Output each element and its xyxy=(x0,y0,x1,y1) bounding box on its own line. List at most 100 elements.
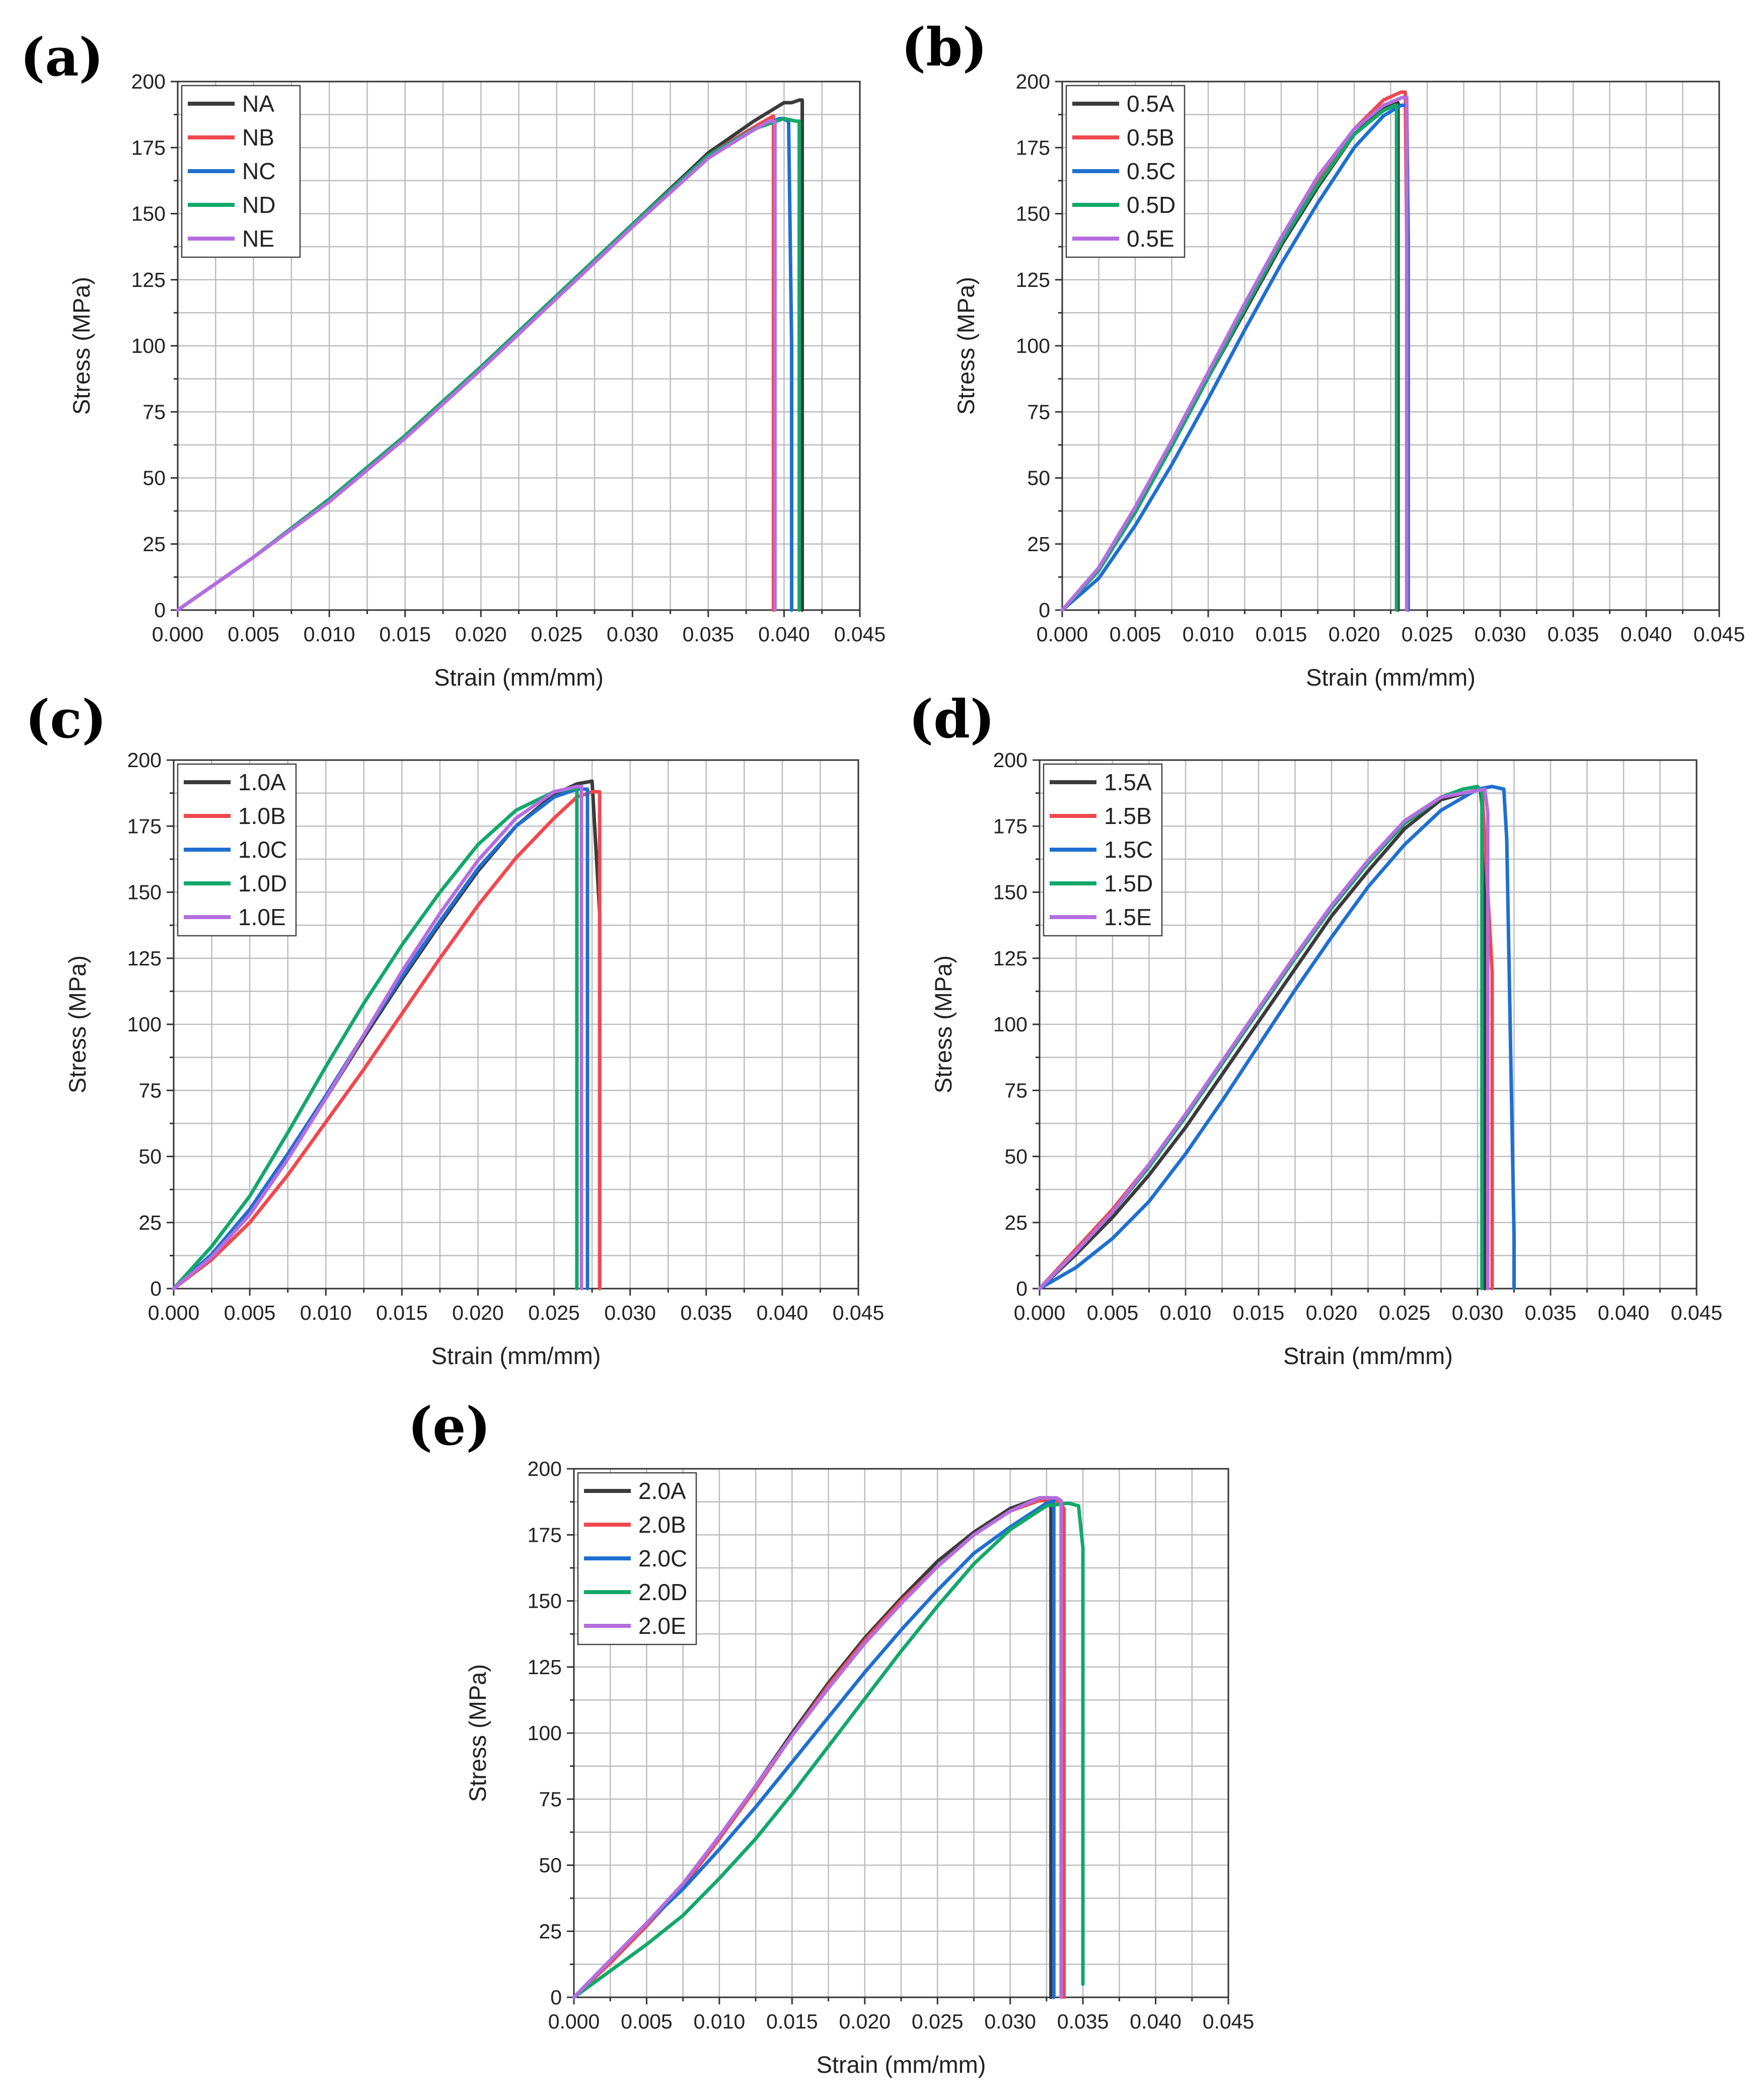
y-tick-label: 0 xyxy=(550,1986,562,2009)
y-tick-label: 200 xyxy=(127,748,162,772)
x-tick-label: 0.040 xyxy=(757,1301,808,1324)
y-tick-label: 100 xyxy=(131,334,166,357)
y-axis-title: Stress (MPa) xyxy=(64,955,91,1093)
x-tick-label: 0.030 xyxy=(1475,623,1526,646)
chart-panel-1: (a) 0.000 0.005 0.010 0.015 0.020 0.025 0.030 0.… xyxy=(20,26,886,691)
legend: 2.0A 2.0B 2.0C 2.0D 2.0E xyxy=(577,1472,697,1645)
x-tick-label: 0.005 xyxy=(228,623,279,646)
y-tick-label: 50 xyxy=(138,1145,162,1168)
y-tick-label: 75 xyxy=(1027,400,1050,423)
legend-label: NA xyxy=(242,91,274,117)
series-line-2.0D xyxy=(572,1501,1085,1999)
legend-label: 1.5D xyxy=(1104,870,1153,896)
y-tick-label: 0 xyxy=(1039,598,1050,622)
y-tick-label: 50 xyxy=(1004,1145,1027,1168)
x-tick-label: 0.030 xyxy=(604,1301,656,1324)
y-axis-title: Stress (MPa) xyxy=(952,277,979,415)
y-tick-label: 100 xyxy=(993,1013,1027,1036)
x-tick-label: 0.045 xyxy=(834,623,886,646)
y-tick-label: 150 xyxy=(131,202,166,226)
legend-label: 2.0B xyxy=(638,1512,686,1538)
x-tick-label: 0.005 xyxy=(224,1301,276,1324)
series-line-1.5E xyxy=(1038,787,1490,1291)
series-line-1.0E xyxy=(172,785,583,1291)
legend: 1.5A 1.5B 1.5C 1.5D 1.5E xyxy=(1043,763,1163,937)
y-tick-label: 150 xyxy=(127,881,162,904)
y-tick-label: 125 xyxy=(131,268,166,291)
x-tick-label: 0.015 xyxy=(1233,1301,1285,1324)
y-tick-label: 125 xyxy=(1016,268,1050,291)
x-tick-label: 0.015 xyxy=(376,1301,428,1324)
series-line-2.0C xyxy=(572,1498,1056,1999)
x-axis-title: Strain (mm/mm) xyxy=(431,1342,601,1369)
y-tick-label: 50 xyxy=(539,1854,562,1877)
x-tick-label: 0.025 xyxy=(1379,1301,1431,1324)
y-tick-label: 75 xyxy=(539,1787,562,1811)
x-tick-label: 0.020 xyxy=(452,1301,504,1324)
series-line-2.0E xyxy=(572,1496,1063,1999)
y-tick-label: 125 xyxy=(528,1656,562,1679)
y-tick-label: 175 xyxy=(131,136,166,159)
x-tick-label: 0.040 xyxy=(1621,623,1672,646)
x-tick-label: 0.000 xyxy=(1014,1301,1066,1324)
y-tick-label: 25 xyxy=(539,1920,562,1943)
y-tick-label: 150 xyxy=(1016,202,1050,226)
x-tick-label: 0.030 xyxy=(1452,1301,1504,1324)
y-tick-label: 75 xyxy=(1004,1079,1027,1102)
series-line-ND xyxy=(176,117,801,612)
y-axis-title: Stress (MPa) xyxy=(68,277,95,415)
legend-label: 1.5B xyxy=(1104,803,1152,829)
x-tick-label: 0.020 xyxy=(1306,1301,1358,1324)
legend-label: 2.0C xyxy=(638,1545,687,1571)
x-axis-title: Strain (mm/mm) xyxy=(434,664,604,691)
panel-letter: (d) xyxy=(909,688,995,750)
y-tick-label: 25 xyxy=(1027,533,1050,556)
x-tick-label: 0.025 xyxy=(1402,623,1453,646)
y-tick-label: 175 xyxy=(528,1523,562,1546)
legend-label: 1.0E xyxy=(238,904,286,930)
x-axis-title: Strain (mm/mm) xyxy=(817,2051,986,2078)
y-tick-label: 25 xyxy=(138,1211,162,1234)
x-tick-label: 0.025 xyxy=(528,1301,580,1324)
y-tick-label: 200 xyxy=(993,748,1027,772)
x-tick-label: 0.000 xyxy=(548,2010,600,2033)
legend-label: ND xyxy=(242,192,275,218)
legend-label: 1.0D xyxy=(238,870,287,896)
y-tick-label: 0 xyxy=(1016,1277,1027,1300)
y-tick-label: 150 xyxy=(528,1590,562,1613)
x-tick-label: 0.020 xyxy=(455,623,507,646)
series-line-0.5D xyxy=(1060,103,1399,612)
y-tick-label: 25 xyxy=(142,533,166,556)
y-tick-label: 100 xyxy=(1016,334,1050,357)
x-tick-label: 0.000 xyxy=(152,623,204,646)
legend-label: 0.5A xyxy=(1127,91,1174,117)
legend-label: 1.5E xyxy=(1104,904,1152,930)
legend-label: 1.0C xyxy=(238,837,287,863)
x-tick-label: 0.010 xyxy=(304,623,355,646)
y-tick-label: 100 xyxy=(127,1013,162,1036)
legend: NA NB NC ND NE xyxy=(181,85,301,258)
series-line-0.5E xyxy=(1060,96,1409,612)
x-tick-label: 0.020 xyxy=(1329,623,1380,646)
x-tick-label: 0.010 xyxy=(300,1301,352,1324)
legend: 0.5A 0.5B 0.5C 0.5D 0.5E xyxy=(1065,85,1186,258)
x-tick-label: 0.045 xyxy=(1203,2010,1255,2033)
series-line-1.5C xyxy=(1038,785,1516,1291)
y-tick-label: 175 xyxy=(127,814,162,838)
y-tick-label: 200 xyxy=(131,70,166,93)
x-tick-label: 0.035 xyxy=(680,1301,732,1324)
chart-panel-3: (c) 0.000 0.005 0.010 0.015 0.020 0.025 0.030 0.… xyxy=(25,688,884,1369)
x-tick-label: 0.000 xyxy=(148,1301,200,1324)
y-tick-label: 75 xyxy=(142,400,166,423)
y-axis-title: Stress (MPa) xyxy=(464,1664,491,1802)
legend: 1.0A 1.0B 1.0C 1.0D 1.0E xyxy=(177,763,297,937)
x-tick-label: 0.040 xyxy=(758,623,810,646)
x-tick-label: 0.005 xyxy=(1087,1301,1139,1324)
chart-panel-5: (e) 0.000 0.005 0.010 0.015 0.020 0.025 0.030 0.… xyxy=(408,1395,1254,2078)
x-tick-label: 0.000 xyxy=(1037,623,1088,646)
x-tick-label: 0.020 xyxy=(839,2010,891,2033)
y-tick-label: 100 xyxy=(528,1721,562,1745)
x-tick-label: 0.015 xyxy=(379,623,431,646)
panel-letter: (a) xyxy=(20,26,104,88)
